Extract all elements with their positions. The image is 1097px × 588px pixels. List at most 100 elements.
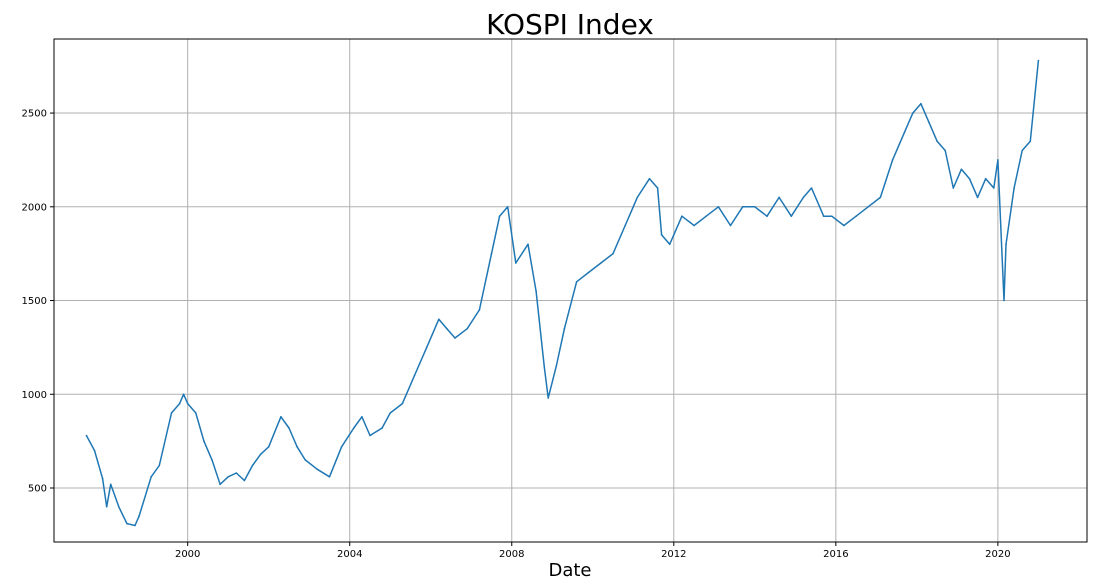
- data-point: [587, 271, 590, 274]
- data-point: [891, 159, 894, 161]
- data-point: [340, 446, 343, 448]
- data-point: [353, 427, 355, 429]
- data-point: [1003, 299, 1005, 302]
- data-point: [527, 243, 529, 246]
- data-point: [855, 215, 857, 217]
- data-point: [729, 224, 732, 227]
- data-point: [243, 479, 246, 482]
- data-point: [790, 215, 793, 217]
- y-tick-label: 2000: [22, 202, 47, 213]
- data-point: [1005, 243, 1007, 246]
- data-point: [267, 446, 270, 448]
- y-tick-label: 1500: [22, 296, 47, 307]
- tick-layer: 2000 2004 2008 2012 2016 2020 500 1000 1500 2000 2…: [22, 109, 1011, 560]
- data-point: [251, 464, 254, 467]
- data-point: [952, 187, 955, 189]
- data-point: [810, 187, 813, 189]
- data-point: [766, 215, 768, 217]
- x-tick-label: 2008: [499, 549, 524, 560]
- data-point: [235, 472, 238, 474]
- data-point: [843, 224, 845, 227]
- data-point: [936, 140, 938, 142]
- data-point: [413, 374, 416, 377]
- data-point: [101, 477, 104, 480]
- data-point: [195, 412, 197, 414]
- data-point: [681, 215, 683, 217]
- x-tick-label: 2012: [661, 549, 686, 560]
- data-point: [778, 196, 780, 199]
- y-tick-label: 500: [28, 484, 47, 495]
- data-point: [219, 483, 221, 486]
- data-point: [903, 131, 906, 133]
- plot-area-frame: [53, 38, 1088, 543]
- data-point: [328, 476, 331, 478]
- data-point: [993, 187, 995, 189]
- data-point: [389, 412, 392, 414]
- data-point: [547, 397, 549, 399]
- data-point: [361, 416, 363, 418]
- data-point: [178, 402, 181, 405]
- data-point: [259, 453, 262, 456]
- data-point: [126, 522, 128, 525]
- data-point: [968, 177, 971, 180]
- y-tick-label: 1000: [22, 390, 47, 401]
- data-point: [822, 215, 825, 217]
- data-point: [203, 440, 205, 442]
- data-point: [454, 337, 456, 339]
- data-point: [575, 281, 578, 283]
- data-point: [490, 252, 493, 255]
- data-point: [563, 327, 566, 330]
- data-point: [1013, 187, 1015, 189]
- data-point: [515, 262, 517, 264]
- x-tick-label: 2016: [823, 549, 848, 560]
- data-point: [466, 327, 469, 330]
- x-axis-label: Date: [548, 560, 591, 581]
- data-point: [498, 215, 501, 217]
- data-point: [648, 177, 651, 180]
- data-point: [478, 309, 481, 311]
- data-point: [624, 224, 626, 227]
- data-point: [912, 112, 914, 114]
- data-point: [754, 206, 756, 208]
- data-point: [105, 506, 108, 508]
- data-point: [600, 262, 602, 264]
- data-point: [717, 206, 720, 208]
- data-point: [134, 524, 136, 527]
- series-line-kospi: [85, 60, 1040, 527]
- data-point: [660, 234, 663, 236]
- data-point: [438, 318, 440, 321]
- grid-layer: [54, 39, 1087, 542]
- data-point: [920, 102, 922, 105]
- data-point: [612, 252, 614, 255]
- data-point: [211, 459, 213, 461]
- data-point: [693, 224, 695, 227]
- data-point: [928, 121, 930, 124]
- data-point: [656, 187, 659, 189]
- data-point: [381, 427, 383, 429]
- data-point: [109, 483, 112, 486]
- data-point: [446, 327, 448, 330]
- data-point: [425, 346, 428, 349]
- data-point: [1021, 149, 1023, 152]
- data-point: [296, 446, 298, 448]
- data-point: [401, 402, 404, 405]
- data-point: [227, 476, 229, 478]
- data-point: [984, 177, 987, 180]
- data-point: [944, 149, 946, 152]
- data-point: [867, 206, 869, 208]
- data-point: [93, 449, 96, 452]
- data-point: [369, 434, 371, 437]
- data-point: [1029, 140, 1032, 142]
- data-point: [831, 215, 833, 217]
- data-point: [555, 365, 558, 367]
- data-point: [741, 206, 744, 208]
- chart-title: KOSPI Index: [486, 8, 654, 41]
- data-point: [960, 168, 963, 171]
- data-point: [186, 402, 189, 405]
- data-point: [802, 196, 805, 199]
- x-tick-label: 2004: [337, 549, 362, 560]
- data-point: [158, 464, 161, 467]
- data-point: [182, 393, 185, 396]
- x-tick-label: 2000: [175, 549, 200, 560]
